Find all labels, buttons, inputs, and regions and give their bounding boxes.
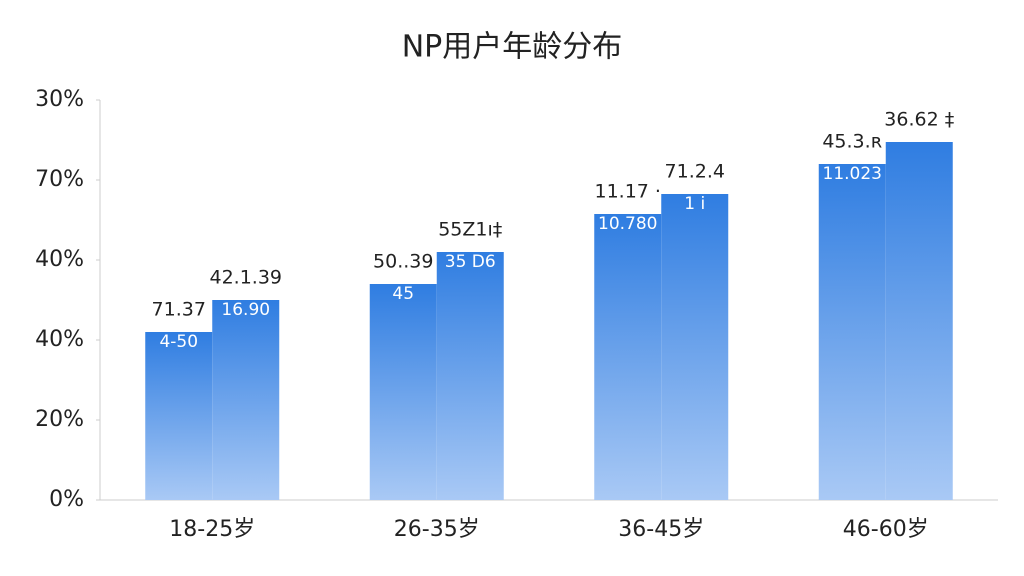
annotation: 45.3.ʀ: [822, 131, 882, 153]
y-tick-label: 70%: [35, 167, 84, 192]
x-tick-label: 46-60岁: [843, 517, 929, 542]
bar: [212, 300, 280, 500]
x-tick-label: 26-35岁: [394, 517, 480, 542]
annotation-inside: 35 D6: [445, 252, 496, 272]
bar: [145, 332, 213, 500]
bar: [436, 252, 504, 500]
annotation-inside: 1 i: [684, 194, 705, 214]
y-tick-label: 40%: [35, 247, 84, 272]
x-tick-label: 36-45岁: [618, 517, 704, 542]
bar: [661, 194, 729, 500]
x-tick-label: 18-25岁: [169, 517, 255, 542]
y-tick-label: 0%: [49, 487, 84, 512]
annotation-inside: 45: [392, 284, 414, 304]
annotation: 36.62 ‡: [884, 109, 954, 131]
annotation: 11.17 ·: [595, 181, 661, 203]
bar: [885, 142, 953, 500]
annotation: 71.37: [152, 299, 206, 321]
annotation-inside: 16.90: [221, 300, 270, 320]
chart-title: NP用户年龄分布: [402, 30, 623, 65]
annotation-inside: 4-50: [159, 332, 198, 352]
annotation-inside: 10.780: [598, 214, 657, 234]
y-tick-label: 40%: [35, 327, 84, 352]
y-tick-label: 20%: [35, 407, 84, 432]
annotation: 50..39: [373, 251, 433, 273]
annotation-inside: 11.023: [823, 164, 882, 184]
bar: [818, 164, 886, 500]
annotation: 71.2.4: [665, 161, 725, 183]
y-tick-label: 30%: [35, 87, 84, 112]
bar: [594, 214, 662, 500]
annotation: 55Z1ı‡: [438, 219, 502, 241]
annotation: 42.1.39: [209, 267, 282, 289]
bar: [369, 284, 437, 500]
